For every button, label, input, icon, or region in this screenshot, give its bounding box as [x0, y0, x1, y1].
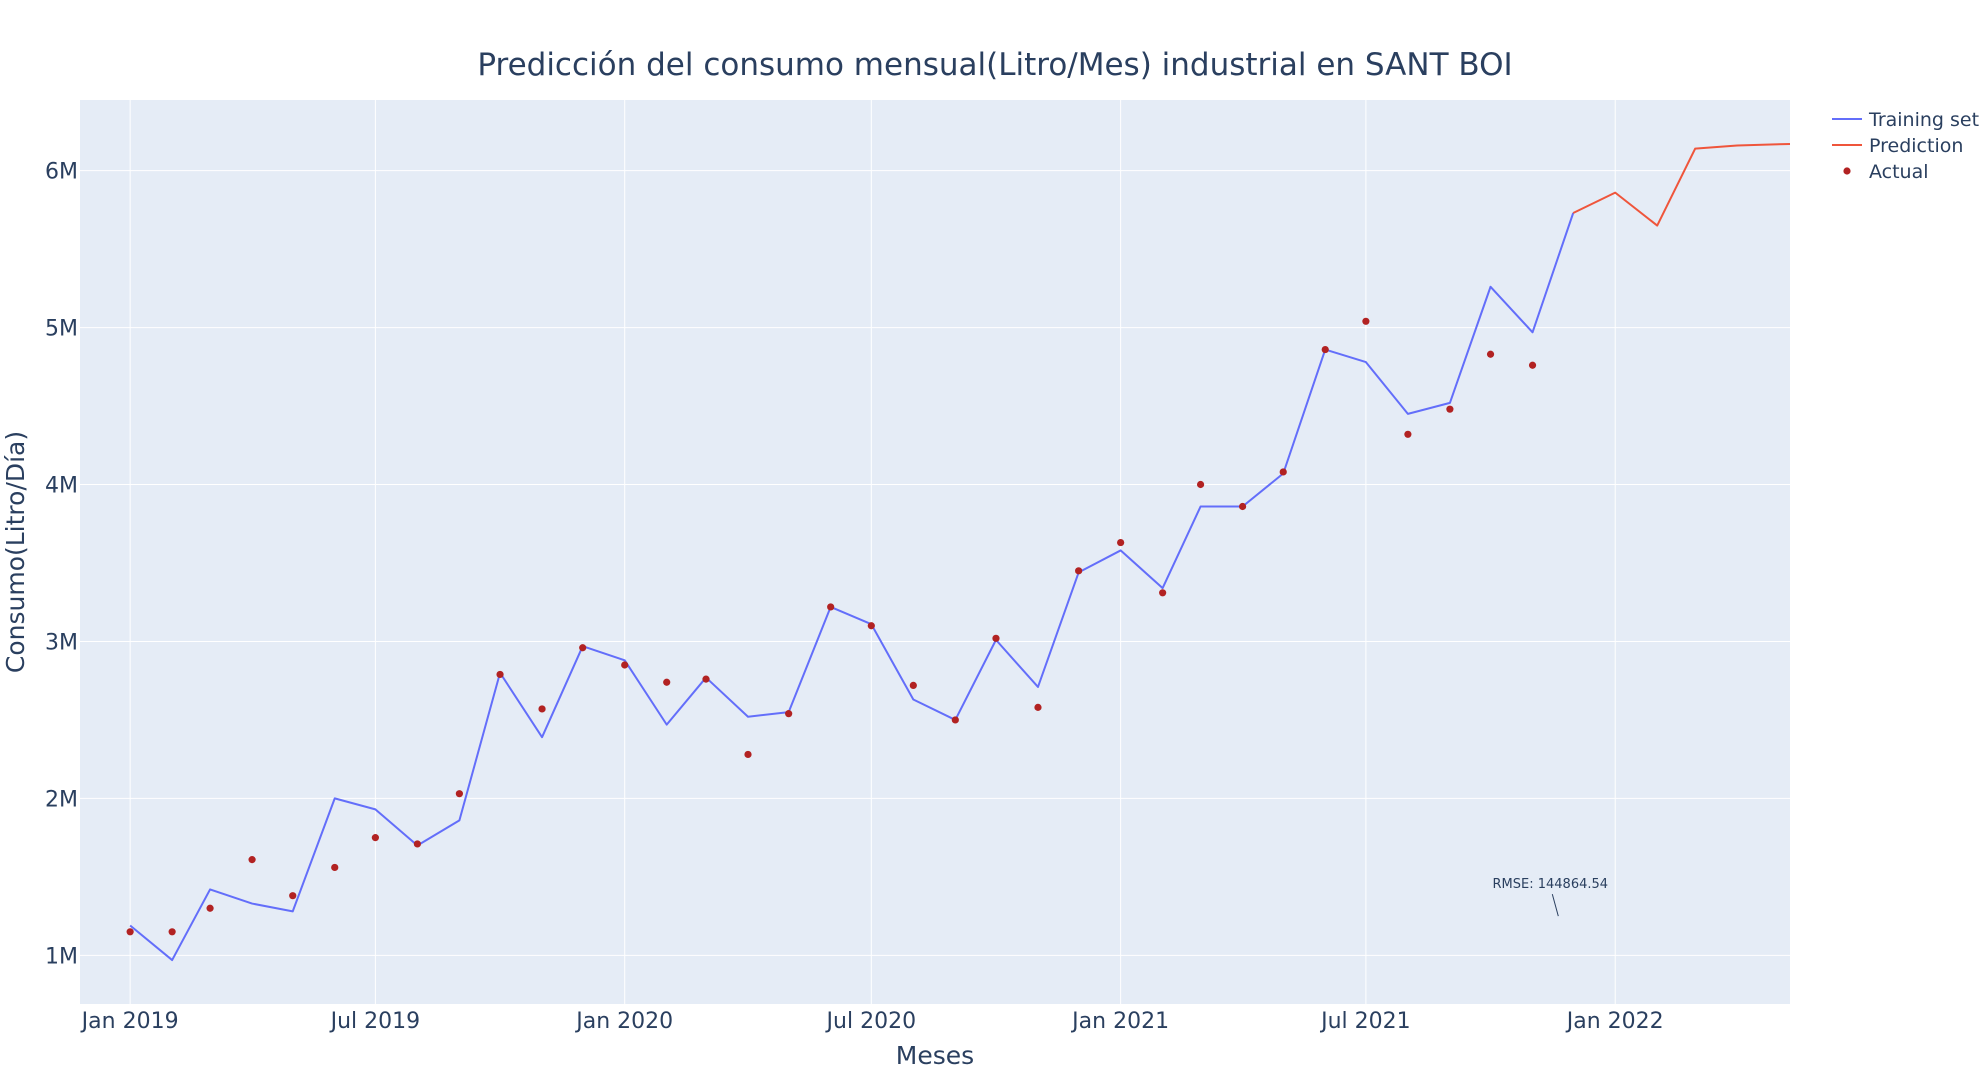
- data-point: [1279, 468, 1287, 476]
- x-tick-label: Jul 2021: [1319, 1009, 1411, 1034]
- data-point: [1446, 405, 1454, 413]
- series-actual: [126, 317, 1537, 936]
- data-point: [331, 863, 339, 872]
- data-point: [744, 750, 752, 759]
- annotation-text: RMSE: 144864.54: [1493, 877, 1609, 892]
- legend-item[interactable]: Training set: [1832, 109, 1979, 131]
- legend-label: Training set: [1868, 109, 1979, 131]
- x-gridlines: [129, 100, 1616, 1004]
- annotation-arrow: [1551, 893, 1559, 917]
- data-point: [785, 710, 793, 718]
- series-prediction: [1572, 142, 1791, 227]
- x-tick-labels: Jan 2019 Jul 2019 Jan 2020 Jul 2020 Jan 2021…: [80, 1009, 1664, 1034]
- legend: Training set Prediction Actual: [1832, 109, 1979, 183]
- legend-label: Prediction: [1869, 135, 1963, 157]
- data-point: [827, 603, 835, 611]
- data-point: [1528, 361, 1537, 369]
- series-training-set: [129, 212, 1575, 962]
- data-point: [702, 675, 710, 683]
- data-point: [1075, 567, 1083, 575]
- data-point: [455, 790, 463, 798]
- x-tick-label: Jan 2020: [574, 1009, 673, 1034]
- data-point: [1034, 703, 1042, 711]
- data-point: [1486, 350, 1495, 358]
- data-point: [867, 622, 875, 630]
- data-point: [1238, 502, 1247, 511]
- x-tick-label: Jan 2019: [80, 1009, 179, 1034]
- y-tick-label: 5M: [45, 317, 78, 342]
- data-point: [951, 716, 959, 724]
- data-point: [289, 892, 297, 900]
- data-point: [168, 928, 176, 936]
- series-line: [129, 212, 1575, 962]
- legend-item[interactable]: Prediction: [1832, 135, 1963, 157]
- data-point: [1196, 480, 1205, 489]
- y-tick-label: 2M: [45, 787, 78, 812]
- chart-title: Predicción del consumo mensual(Litro/Mes…: [477, 47, 1512, 83]
- data-point: [1362, 317, 1370, 325]
- data-point: [663, 678, 671, 686]
- series-layer: [126, 142, 1791, 962]
- x-tick-label: Jul 2019: [329, 1009, 421, 1034]
- data-point: [371, 834, 379, 842]
- data-point: [538, 705, 546, 713]
- data-point: [413, 840, 421, 848]
- data-point: [909, 681, 917, 690]
- y-tick-label: 1M: [45, 944, 78, 969]
- y-tick-label: 4M: [45, 474, 78, 499]
- x-tick-label: Jul 2020: [825, 1009, 917, 1034]
- x-axis-title: Meses: [896, 1041, 974, 1070]
- data-point: [1321, 345, 1329, 354]
- legend-item[interactable]: Actual: [1843, 161, 1929, 183]
- plot-background: [80, 100, 1790, 1004]
- data-point: [1404, 430, 1412, 438]
- data-point: [126, 928, 134, 936]
- data-point: [579, 644, 587, 652]
- y-tick-label: 3M: [45, 630, 78, 655]
- series-line: [1572, 142, 1791, 227]
- data-point: [1159, 589, 1167, 597]
- y-axis-title: Consumo(Litro/Día): [1, 431, 30, 673]
- y-gridlines: [80, 170, 1790, 956]
- x-tick-label: Jan 2021: [1070, 1009, 1169, 1034]
- x-tick-label: Jan 2022: [1565, 1009, 1664, 1034]
- legend-label: Actual: [1869, 161, 1929, 183]
- annotation-layer: RMSE: 144864.54: [1493, 877, 1609, 917]
- y-tick-labels: 1M 2M 3M 4M 5M 6M: [45, 160, 78, 970]
- legend-swatch: [1843, 167, 1851, 175]
- data-point: [992, 634, 1000, 642]
- data-point: [206, 904, 214, 912]
- data-point: [1117, 538, 1125, 547]
- data-point: [496, 670, 504, 679]
- data-point: [621, 661, 629, 669]
- y-tick-label: 6M: [45, 160, 78, 185]
- data-point: [248, 856, 256, 864]
